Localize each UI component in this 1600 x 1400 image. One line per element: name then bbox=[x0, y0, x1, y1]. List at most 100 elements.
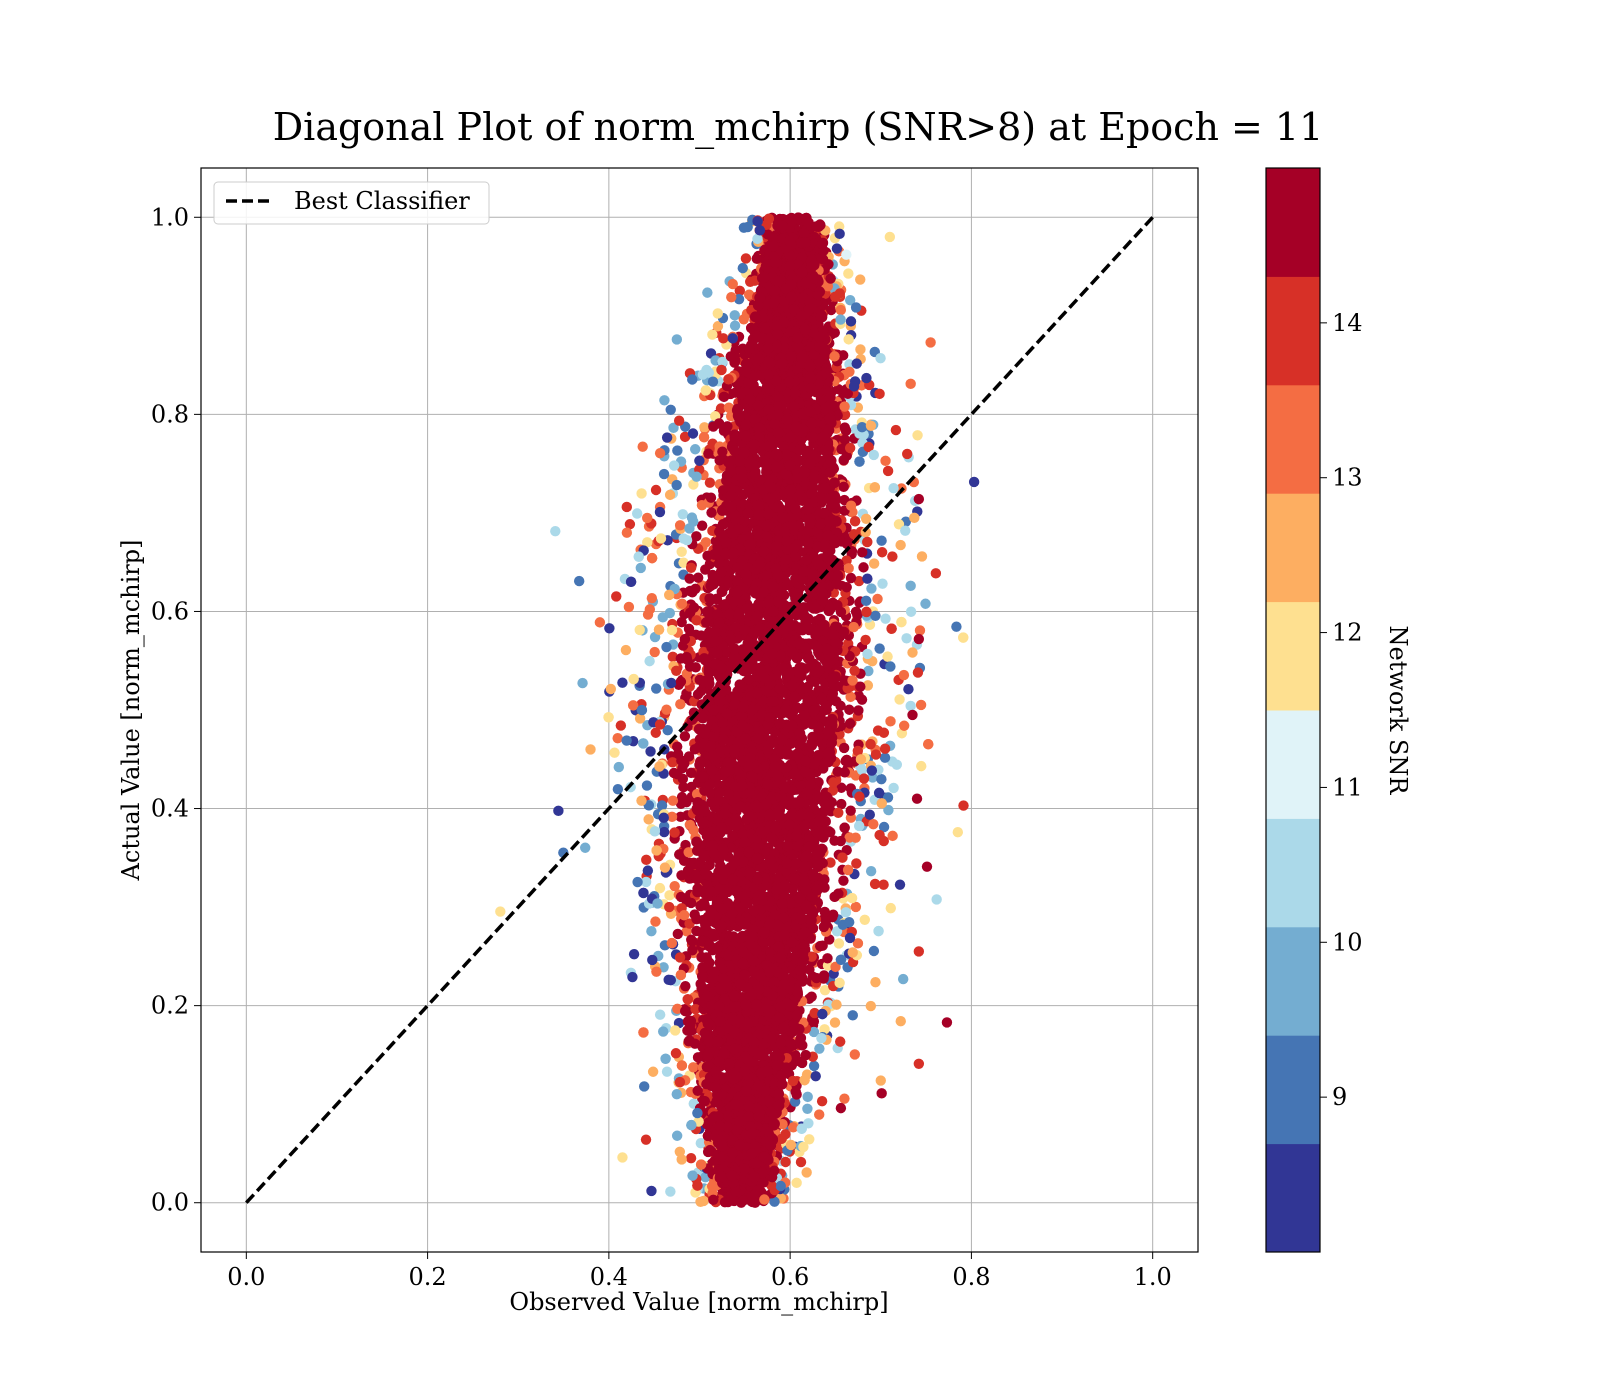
scatter-point bbox=[672, 928, 684, 940]
scatter-point bbox=[845, 316, 857, 327]
scatter-point bbox=[898, 720, 910, 731]
scatter-point bbox=[666, 624, 678, 636]
scatter-point bbox=[734, 285, 745, 297]
scatter-point bbox=[777, 1118, 788, 1130]
scatter-point bbox=[843, 916, 855, 928]
scatter-point bbox=[874, 829, 885, 841]
scatter-point bbox=[703, 367, 715, 378]
scatter-point bbox=[825, 273, 836, 284]
scatter-point bbox=[687, 945, 698, 956]
scatter-point bbox=[829, 835, 840, 846]
scatter-point bbox=[845, 572, 857, 584]
scatter-point bbox=[865, 865, 877, 877]
scatter-point bbox=[869, 482, 881, 493]
scatter-point bbox=[715, 403, 727, 414]
scatter-point bbox=[828, 909, 839, 920]
scatter-point bbox=[624, 519, 636, 530]
scatter-point bbox=[835, 304, 847, 316]
scatter-point bbox=[849, 516, 861, 527]
scatter-point bbox=[816, 1096, 828, 1107]
scatter-point bbox=[833, 807, 844, 818]
scatter-point bbox=[816, 1032, 827, 1044]
scatter-point bbox=[791, 1177, 802, 1189]
scatter-point bbox=[658, 1026, 669, 1037]
scatter-point bbox=[841, 538, 853, 550]
scatter-point bbox=[728, 1195, 740, 1207]
scatter-point bbox=[817, 1008, 828, 1020]
scatter-point bbox=[641, 854, 652, 866]
scatter-point bbox=[573, 575, 585, 587]
scatter-point bbox=[855, 681, 866, 692]
scatter-point bbox=[712, 308, 723, 319]
scatter-point bbox=[704, 1144, 716, 1156]
scatter-point bbox=[853, 820, 865, 832]
scatter-point bbox=[641, 780, 653, 791]
scatter-point bbox=[916, 760, 927, 772]
scatter-point bbox=[822, 953, 833, 964]
scatter-point bbox=[647, 954, 658, 966]
scatter-point bbox=[834, 221, 845, 232]
scatter-point bbox=[951, 621, 962, 632]
scatter-point bbox=[675, 699, 686, 710]
scatter-point bbox=[700, 385, 712, 396]
scatter-point bbox=[866, 583, 877, 594]
scatter-point bbox=[802, 1103, 813, 1114]
scatter-point bbox=[733, 293, 745, 305]
scatter-point bbox=[743, 673, 754, 685]
scatter-point bbox=[667, 795, 679, 806]
scatter-point bbox=[931, 894, 942, 905]
scatter-point bbox=[798, 1141, 809, 1153]
scatter-point bbox=[670, 1025, 681, 1036]
scatter-point bbox=[604, 623, 615, 634]
scatter-point bbox=[829, 327, 840, 338]
scatter-point bbox=[691, 471, 702, 482]
scatter-point bbox=[840, 907, 852, 918]
scatter-point bbox=[879, 752, 891, 763]
scatter-point bbox=[880, 455, 891, 467]
scatter-point bbox=[850, 832, 861, 843]
scatter-point bbox=[876, 798, 887, 809]
scatter-point bbox=[811, 221, 822, 232]
scatter-point bbox=[667, 651, 679, 663]
scatter-point bbox=[676, 755, 687, 766]
scatter-point bbox=[686, 1119, 697, 1131]
scatter-point bbox=[621, 501, 632, 513]
scatter-point bbox=[653, 624, 665, 635]
scatter-point bbox=[896, 616, 907, 628]
scatter-point bbox=[661, 641, 672, 653]
scatter-point bbox=[671, 1130, 683, 1141]
scatter-point bbox=[652, 898, 663, 909]
scatter-point bbox=[696, 520, 708, 531]
scatter-point bbox=[850, 901, 862, 913]
scatter-point bbox=[623, 601, 635, 613]
scatter-point bbox=[845, 691, 856, 703]
scatter-point bbox=[611, 591, 622, 602]
scatter-point bbox=[737, 262, 748, 274]
scatter-point bbox=[769, 1196, 780, 1207]
scatter-point bbox=[684, 819, 696, 830]
scatter-point bbox=[834, 228, 845, 240]
scatter-point bbox=[650, 484, 662, 496]
scatter-point bbox=[650, 683, 662, 694]
scatter-point bbox=[968, 476, 980, 488]
scatter-point bbox=[654, 761, 665, 772]
scatter-point bbox=[902, 448, 913, 460]
scatter-point bbox=[850, 302, 862, 313]
scatter-point bbox=[830, 961, 841, 973]
scatter-point bbox=[650, 916, 661, 927]
scatter-point bbox=[702, 287, 713, 298]
scatter-point bbox=[660, 1053, 671, 1065]
scatter-point bbox=[785, 1139, 797, 1151]
scatter-point bbox=[684, 523, 695, 534]
scatter-point bbox=[877, 578, 888, 589]
scatter-point bbox=[696, 630, 707, 641]
scatter-point bbox=[654, 1009, 666, 1020]
scatter-point bbox=[860, 595, 872, 607]
scatter-point bbox=[647, 1066, 659, 1077]
scatter-point bbox=[694, 455, 705, 466]
scatter-point bbox=[684, 607, 696, 618]
scatter-point bbox=[706, 507, 717, 518]
scatter-point bbox=[895, 1016, 906, 1027]
scatter-point bbox=[613, 761, 624, 773]
scatter-point bbox=[806, 951, 817, 962]
